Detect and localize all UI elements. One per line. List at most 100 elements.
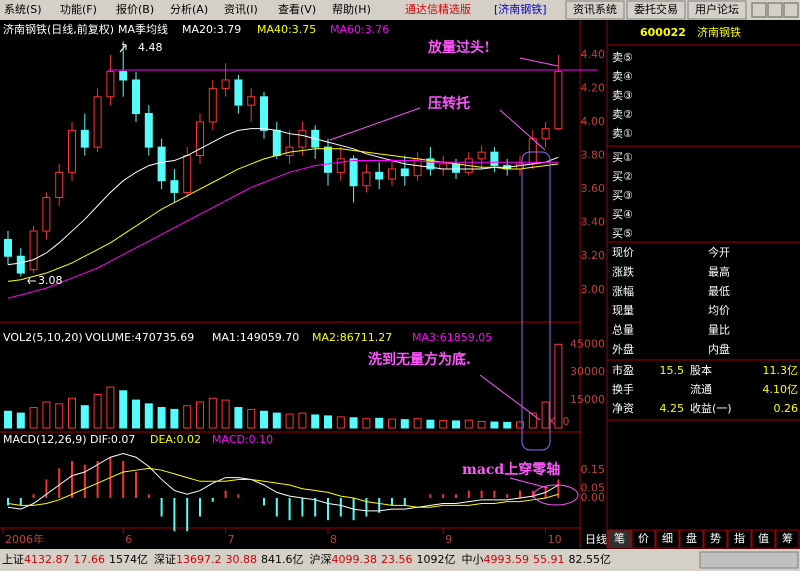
stat-value: 4.10亿: [763, 383, 799, 396]
app-title: 通达信精选版: [405, 2, 471, 16]
volume-bar: [490, 421, 499, 429]
menu-item[interactable]: 帮助(H): [332, 2, 371, 16]
volume-header: MA2:86711.27: [312, 331, 392, 344]
menu-button[interactable]: [687, 0, 747, 20]
window-control[interactable]: [751, 2, 767, 18]
volume-bar: [170, 408, 179, 429]
sell-level: 卖④: [612, 70, 633, 83]
candle-body: [247, 96, 256, 106]
menu-item[interactable]: 功能(F): [60, 2, 97, 16]
quote-field: 总量: [612, 323, 634, 337]
panel-tab[interactable]: [631, 529, 656, 549]
menu-button[interactable]: [626, 0, 686, 20]
menu-button-label: 用户论坛: [695, 2, 739, 16]
volume-bar: [221, 399, 230, 429]
window-control[interactable]: [767, 2, 783, 18]
volume-bar: [503, 421, 512, 429]
volume-bar: [16, 412, 25, 429]
volume-bar: [426, 419, 435, 429]
volume-bar: [464, 419, 473, 429]
buy-level: 买⑤: [612, 227, 633, 240]
candle-body: [554, 71, 563, 130]
menu-item[interactable]: 报价(B): [116, 2, 154, 16]
menu-button-label: 资讯系统: [573, 3, 617, 16]
sell-level: 卖①: [612, 127, 633, 140]
status-item: 4993.59: [484, 553, 530, 566]
volume-bar: [388, 418, 396, 429]
stock-code: 600022: [640, 26, 686, 39]
candle-body: [477, 151, 486, 160]
stat-label: 收益(一): [690, 401, 732, 415]
candle-body: [285, 146, 294, 157]
panel-tab[interactable]: [679, 529, 704, 549]
candle-body: [93, 96, 102, 148]
panel-tab-label: 盘: [686, 531, 697, 545]
dif-line: [7, 452, 559, 512]
quote-field: 量比: [708, 324, 730, 337]
menu-item[interactable]: 资讯(I): [224, 3, 258, 16]
panel-tab[interactable]: [775, 529, 800, 549]
sell-level: 卖③: [612, 89, 633, 102]
panel-tab[interactable]: [607, 529, 632, 549]
panel-tab[interactable]: [727, 529, 752, 549]
panel-tab[interactable]: [655, 529, 680, 549]
volume-bar: [541, 401, 550, 429]
candle-body: [400, 168, 409, 177]
stat-value: 15.5: [660, 364, 685, 377]
volume-bar: [362, 418, 371, 429]
status-item: 17.66: [74, 553, 106, 566]
buy-level: 买①: [612, 151, 633, 164]
indicator-name: MA季均线: [118, 22, 168, 36]
panel-tab-label: 细: [662, 532, 673, 545]
candle-body: [452, 163, 460, 173]
status-item: 4132.87: [24, 553, 70, 566]
volume-bar: [516, 421, 524, 429]
candle-body: [55, 171, 64, 198]
status-item: 中小: [462, 553, 484, 566]
date-label: 6: [125, 533, 132, 546]
quote-field: 最高: [708, 264, 730, 278]
volume-header: MA3:61859.05: [412, 331, 492, 344]
quote-field: 今开: [708, 245, 730, 259]
menu-item[interactable]: 分析(A): [170, 2, 208, 16]
candle-body: [413, 158, 422, 177]
status-item: 沪深: [310, 552, 332, 566]
candle-body: [541, 128, 550, 140]
stat-label: 股本: [690, 363, 712, 377]
candle-body: [183, 155, 192, 193]
candle-body: [42, 196, 51, 232]
panel-tab-label: 势: [710, 532, 721, 545]
status-item: 30.88: [226, 553, 258, 566]
annotation: 放量过头!: [427, 39, 490, 56]
sell-level: 卖②: [612, 108, 633, 121]
status-item: 上证: [2, 553, 24, 566]
panel-tab[interactable]: [703, 529, 728, 549]
volume-bar: [4, 410, 12, 429]
y-tick-label: 4.40: [581, 48, 606, 61]
menu-item[interactable]: 查看(V): [278, 2, 316, 16]
quote-field: 内盘: [708, 342, 730, 356]
menu-button[interactable]: [565, 0, 625, 20]
candle-body: [528, 138, 537, 165]
quote-field: 涨跌: [612, 264, 634, 278]
candle-body: [208, 87, 217, 123]
status-item: 4099.38: [332, 553, 378, 566]
macd-header: MACD(12,26,9): [3, 433, 87, 446]
volume-bar: [247, 408, 256, 429]
date-label: 8: [330, 533, 337, 546]
stat-value: 11.3亿: [763, 364, 799, 377]
panel-tab-label: 笔: [614, 531, 625, 545]
chart-title: 济南钢铁(日线,前复权): [3, 22, 114, 36]
panel-tab-label: 筹: [782, 531, 793, 545]
volume-bar: [196, 401, 204, 429]
volume-bar: [413, 418, 422, 429]
window-control[interactable]: [783, 2, 799, 18]
volume-bar: [336, 416, 345, 429]
price-annotation: 3.08: [38, 274, 63, 287]
quote-field: 均价: [708, 304, 730, 317]
menu-item[interactable]: 系统(S): [4, 3, 42, 16]
ma-line: [7, 128, 559, 266]
panel-tab[interactable]: [751, 529, 776, 549]
period-label: 日线: [585, 532, 607, 546]
